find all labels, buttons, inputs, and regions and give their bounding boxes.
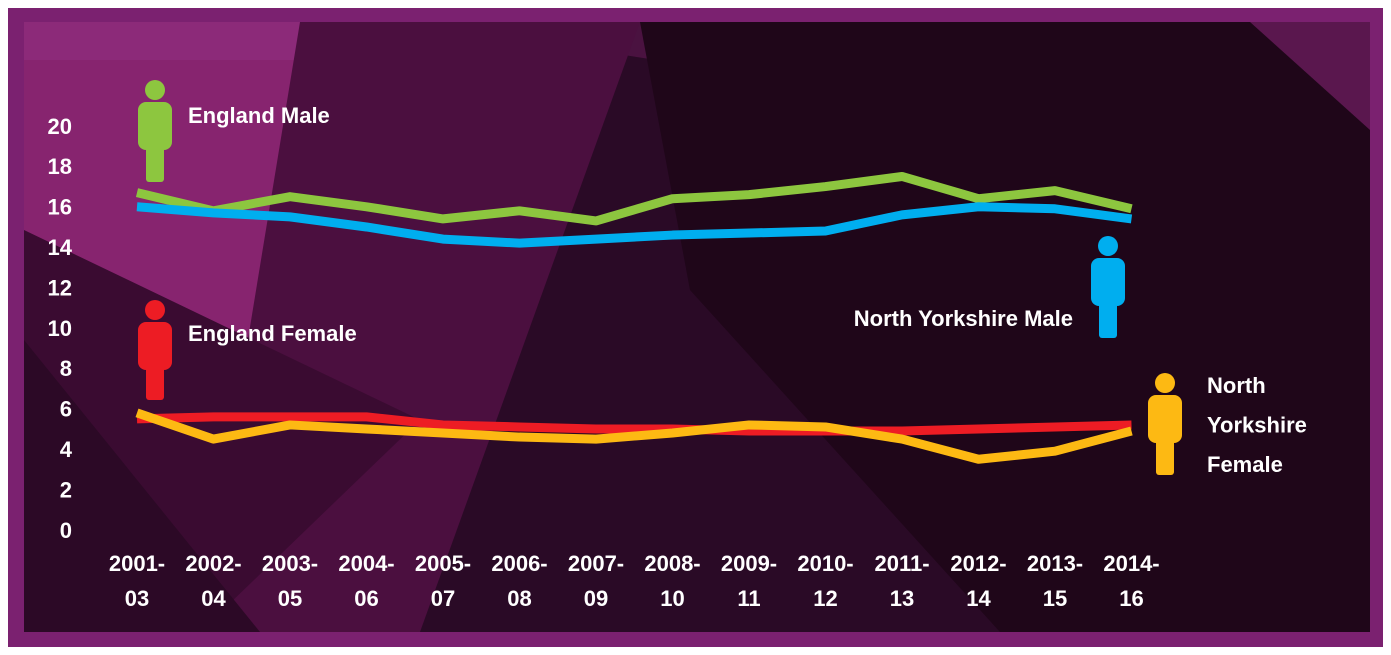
y-tick-label: 6 — [60, 397, 72, 422]
x-tick-line: 03 — [125, 586, 149, 611]
x-tick-label: 2006- 08 — [491, 551, 547, 611]
y-tick-label: 2 — [60, 477, 72, 502]
x-tick-label: 2009- 11 — [721, 551, 777, 611]
x-tick-line: 2005- — [415, 551, 471, 576]
x-tick-line: 2004- — [338, 551, 394, 576]
x-tick-line: 2014- — [1103, 551, 1159, 576]
x-tick-label: 2010- 12 — [797, 551, 853, 611]
legend-label: North Yorkshire Male — [854, 306, 1073, 331]
legend-line: Yorkshire — [1207, 412, 1313, 437]
x-tick-line: 2003- — [262, 551, 318, 576]
x-tick-line: 13 — [890, 586, 914, 611]
x-tick-line: 10 — [660, 586, 684, 611]
x-tick-label: 2012- 14 — [950, 551, 1006, 611]
y-tick-label: 4 — [60, 437, 73, 462]
x-tick-line: 2008- — [644, 551, 700, 576]
series-line — [135, 408, 1133, 464]
x-tick-line: 15 — [1043, 586, 1067, 611]
y-tick-label: 18 — [48, 154, 72, 179]
icons — [138, 80, 1182, 475]
x-tick-label: 2008- 10 — [644, 551, 700, 611]
x-tick-label: 2002- 04 — [185, 551, 241, 611]
x-tick-line: 2012- — [950, 551, 1006, 576]
person-icon — [138, 300, 172, 400]
x-tick-label: 2013- 15 — [1027, 551, 1083, 611]
x-tick-line: 09 — [584, 586, 608, 611]
x-tick-line: 14 — [966, 586, 991, 611]
background — [8, 8, 1383, 647]
x-tick-line: 2010- — [797, 551, 853, 576]
x-tick-line: 2011- — [874, 551, 929, 576]
x-tick-label: 2001- 03 — [109, 551, 165, 611]
x-tick-label: 2014- 16 — [1103, 551, 1159, 611]
x-tick-line: 07 — [431, 586, 455, 611]
legend-label: North Yorkshire Female — [1207, 373, 1313, 477]
x-tick-line: 2001- — [109, 551, 165, 576]
x-tick-label: 2004- 06 — [338, 551, 394, 611]
y-tick-label: 20 — [48, 114, 72, 139]
series-line — [136, 412, 1132, 436]
person-icon — [1148, 373, 1182, 475]
y-tick-label: 8 — [60, 356, 72, 381]
x-tick-line: 12 — [813, 586, 837, 611]
legend-label: England Female — [188, 321, 357, 346]
x-tick-line: 16 — [1119, 586, 1143, 611]
x-tick-label: 2003- 05 — [262, 551, 318, 611]
series-line — [136, 202, 1133, 248]
x-tick-line: 05 — [278, 586, 302, 611]
legend-line: North — [1207, 373, 1272, 398]
legend-line: Female — [1207, 452, 1283, 477]
x-tick-line: 2006- — [491, 551, 547, 576]
y-tick-label: 0 — [60, 518, 72, 543]
x-tick-line: 06 — [354, 586, 378, 611]
x-tick-label: 2007- 09 — [568, 551, 624, 611]
y-tick-label: 12 — [48, 275, 72, 300]
x-tick-line: 08 — [507, 586, 531, 611]
person-icon — [1091, 236, 1125, 338]
x-tick-label: 2011- 13 — [874, 551, 929, 611]
y-tick-label: 10 — [48, 316, 72, 341]
legend-label: England Male — [188, 103, 330, 128]
x-tick-line: 2009- — [721, 551, 777, 576]
x-tick-label: 2005- 07 — [415, 551, 471, 611]
x-tick-line: 2013- — [1027, 551, 1083, 576]
x-tick-line: 11 — [737, 586, 760, 611]
x-tick-line: 2007- — [568, 551, 624, 576]
y-tick-label: 14 — [48, 235, 73, 260]
person-icon — [138, 80, 172, 182]
series-line — [135, 171, 1133, 226]
x-tick-line: 04 — [201, 586, 226, 611]
x-tick-line: 2002- — [185, 551, 241, 576]
y-tick-label: 16 — [48, 195, 72, 220]
